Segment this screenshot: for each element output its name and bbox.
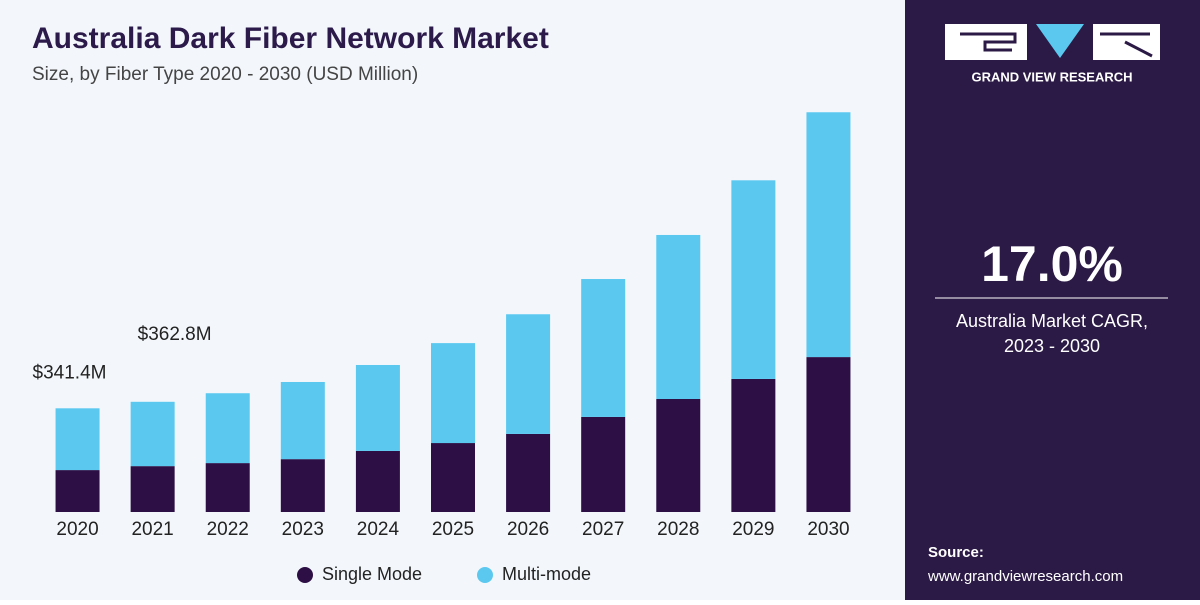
source-label: Source:	[928, 544, 984, 561]
side-panel: GRAND VIEW RESEARCH 17.0% Australia Mark…	[905, 0, 1200, 600]
legend-marker	[297, 567, 313, 583]
bar-segment	[355, 450, 400, 512]
bar-segment	[581, 279, 626, 417]
chart-subtitle: Size, by Fiber Type 2020 - 2030 (USD Mil…	[32, 64, 418, 85]
cagr-label: 2023 - 2030	[1004, 336, 1100, 356]
bar-segment	[656, 399, 701, 512]
chart-title: Australia Dark Fiber Network Market	[32, 22, 549, 55]
bar-segment	[506, 433, 551, 512]
total-label: $362.8M	[138, 324, 212, 345]
logo-g	[960, 32, 1017, 52]
logo-v	[1036, 24, 1084, 58]
bar-segment	[355, 364, 400, 451]
bar-segment	[506, 314, 551, 434]
bar-segment	[205, 393, 250, 464]
bar-segment	[581, 416, 626, 512]
bar-segment	[656, 234, 701, 400]
x-tick-label: 2029	[732, 519, 774, 540]
x-tick-label: 2023	[282, 519, 324, 540]
cagr-value: 17.0%	[981, 236, 1123, 292]
legend-label: Single Mode	[322, 564, 422, 584]
bar-segment	[130, 466, 175, 512]
source-url: www.grandviewresearch.com	[927, 568, 1123, 585]
x-tick-label: 2030	[807, 519, 849, 540]
logo-r	[1100, 32, 1153, 58]
x-tick-label: 2024	[357, 519, 400, 540]
panel-background	[905, 0, 1200, 600]
x-tick-label: 2027	[582, 519, 624, 540]
bar-segment	[55, 470, 100, 512]
bar-segment	[280, 459, 325, 512]
bar-segment	[806, 112, 851, 358]
x-tick-label: 2022	[207, 519, 249, 540]
x-tick-label: 2020	[56, 519, 98, 540]
bar-segment	[55, 408, 100, 471]
bar-segment	[431, 443, 475, 512]
legend-marker	[477, 567, 493, 583]
logo	[945, 24, 1160, 60]
bar-segment	[731, 378, 776, 512]
x-tick-label: 2021	[131, 519, 173, 540]
bar-segment	[431, 343, 475, 444]
total-label: $341.4M	[33, 362, 107, 383]
bar-segment	[205, 463, 250, 512]
x-tick-label: 2025	[432, 519, 474, 540]
bar-segment	[731, 180, 776, 379]
bar-segment	[130, 401, 175, 467]
brand: GRAND VIEW RESEARCH	[971, 69, 1132, 84]
bar-segment	[280, 381, 325, 460]
legend-label: Multi-mode	[502, 564, 591, 584]
x-tick-label: 2026	[507, 519, 549, 540]
bar-segment	[806, 357, 851, 512]
cagr-label: Australia Market CAGR,	[956, 311, 1148, 331]
x-tick-label: 2028	[657, 519, 699, 540]
